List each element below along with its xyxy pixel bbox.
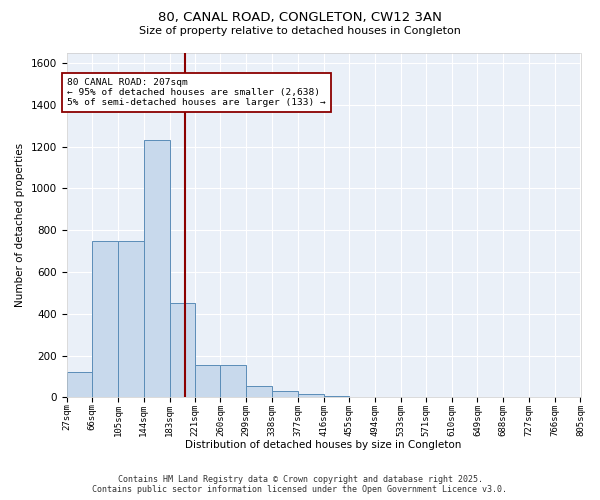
Bar xyxy=(220,365,246,398)
Bar xyxy=(118,240,144,398)
Bar xyxy=(298,394,323,398)
Bar xyxy=(323,396,349,398)
Bar xyxy=(92,240,118,398)
Bar xyxy=(194,365,220,398)
Bar xyxy=(67,372,92,398)
Text: Contains HM Land Registry data © Crown copyright and database right 2025.
Contai: Contains HM Land Registry data © Crown c… xyxy=(92,474,508,494)
Text: Size of property relative to detached houses in Congleton: Size of property relative to detached ho… xyxy=(139,26,461,36)
Text: 80 CANAL ROAD: 207sqm
← 95% of detached houses are smaller (2,638)
5% of semi-de: 80 CANAL ROAD: 207sqm ← 95% of detached … xyxy=(67,78,326,108)
Bar xyxy=(144,140,170,398)
Y-axis label: Number of detached properties: Number of detached properties xyxy=(15,143,25,307)
Bar xyxy=(170,304,194,398)
Text: 80, CANAL ROAD, CONGLETON, CW12 3AN: 80, CANAL ROAD, CONGLETON, CW12 3AN xyxy=(158,11,442,24)
Bar xyxy=(246,386,272,398)
X-axis label: Distribution of detached houses by size in Congleton: Distribution of detached houses by size … xyxy=(185,440,462,450)
Bar xyxy=(272,391,298,398)
